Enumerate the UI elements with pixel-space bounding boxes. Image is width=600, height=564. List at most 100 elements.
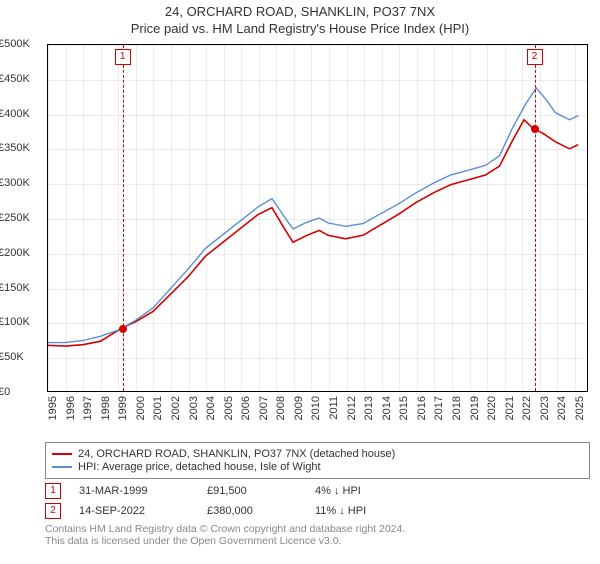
y-tick-label: £400K [0,108,47,120]
y-tick-label: £200K [0,247,47,259]
gridline-v [417,45,418,391]
y-tick-label: £100K [0,316,47,328]
gridline-v [382,45,383,391]
gridline-v [557,45,558,391]
sale-date: 31-MAR-1999 [79,485,189,497]
sale-date: 14-SEP-2022 [79,505,189,517]
gridline-v [136,45,137,391]
y-tick-label: £50K [0,351,47,363]
x-tick-label: 1996 [65,396,77,420]
gridline-v [329,45,330,391]
x-tick-label: 1998 [100,396,112,420]
y-axis-labels: £0£50K£100K£150K£200K£250K£300K£350K£400… [2,44,47,392]
x-tick-label: 2019 [469,396,481,420]
gridline-v [294,45,295,391]
x-tick-label: 2010 [310,396,322,420]
gridline-h [48,184,587,185]
x-tick-label: 2014 [381,396,393,420]
gridline-v [399,45,400,391]
x-tick-label: 2020 [486,396,498,420]
sale-hpi-delta: 11% ↓ HPI [315,505,405,517]
gridline-h [48,323,587,324]
x-tick-label: 2007 [258,396,270,420]
sale-row: 131-MAR-1999£91,5004% ↓ HPI [45,483,590,499]
gridline-v [311,45,312,391]
gridline-h [48,289,587,290]
x-tick-label: 2018 [451,396,463,420]
x-tick-label: 2024 [556,396,568,420]
gridline-v [206,45,207,391]
gridline-v [364,45,365,391]
gridline-v [522,45,523,391]
gridline-h [48,254,587,255]
gridline-v [276,45,277,391]
gridline-v [452,45,453,391]
x-tick-label: 2004 [205,396,217,420]
legend-swatch [52,466,72,468]
gridline-v [171,45,172,391]
x-tick-label: 2013 [363,396,375,420]
gridline-v [470,45,471,391]
sale-marker-badge: 1 [115,49,131,65]
series-price-paid [48,120,578,346]
gridline-h [48,358,587,359]
sale-price: £380,000 [207,505,297,517]
legend-box: 24, ORCHARD ROAD, SHANKLIN, PO37 7NX (de… [45,442,590,479]
x-tick-label: 2025 [574,396,586,420]
x-tick-label: 1997 [82,396,94,420]
x-tick-label: 2008 [275,396,287,420]
gridline-h [48,45,587,46]
x-tick-label: 2023 [539,396,551,420]
gridline-v [83,45,84,391]
x-tick-label: 2000 [135,396,147,420]
legend-swatch [52,453,72,455]
y-tick-label: £150K [0,282,47,294]
gridline-v [434,45,435,391]
gridline-h [48,80,587,81]
x-tick-label: 2012 [346,396,358,420]
sale-marker-line [123,45,124,391]
y-tick-label: £0 [0,386,47,398]
legend-label: HPI: Average price, detached house, Isle… [78,461,321,473]
sale-hpi-delta: 4% ↓ HPI [315,485,405,497]
sale-price: £91,500 [207,485,297,497]
footer-attribution: Contains HM Land Registry data © Crown c… [45,523,590,547]
gridline-v [487,45,488,391]
gridline-v [189,45,190,391]
gridline-v [101,45,102,391]
gridline-v [505,45,506,391]
x-tick-label: 2003 [188,396,200,420]
x-tick-label: 2022 [521,396,533,420]
legend-label: 24, ORCHARD ROAD, SHANKLIN, PO37 7NX (de… [78,448,395,460]
gridline-v [118,45,119,391]
sale-marker-line [535,45,536,391]
gridline-v [575,45,576,391]
gridline-v [347,45,348,391]
x-tick-label: 2011 [328,396,340,420]
sale-marker-badge: 2 [527,49,543,65]
gridline-v [66,45,67,391]
chart-title-1: 24, ORCHARD ROAD, SHANKLIN, PO37 7NX [0,4,600,19]
x-tick-label: 2001 [152,396,164,420]
y-tick-label: £300K [0,177,47,189]
gridline-h [48,115,587,116]
x-tick-label: 2005 [223,396,235,420]
x-tick-label: 2015 [398,396,410,420]
x-tick-label: 2021 [504,396,516,420]
x-tick-label: 2017 [433,396,445,420]
gridline-v [241,45,242,391]
y-tick-label: £250K [0,212,47,224]
sale-marker-dot [119,325,127,333]
line-series-svg [48,45,587,391]
series-hpi [48,88,578,343]
gridline-v [259,45,260,391]
gridline-v [540,45,541,391]
x-tick-label: 2006 [240,396,252,420]
footer-line-1: Contains HM Land Registry data © Crown c… [45,523,590,535]
footer-line-2: This data is licensed under the Open Gov… [45,535,590,547]
plot-wrap: £0£50K£100K£150K£200K£250K£300K£350K£400… [2,40,598,436]
x-tick-label: 2016 [416,396,428,420]
legend-item: 24, ORCHARD ROAD, SHANKLIN, PO37 7NX (de… [52,448,583,460]
sales-table: 131-MAR-1999£91,5004% ↓ HPI214-SEP-2022£… [45,483,590,519]
sale-marker-dot [531,125,539,133]
